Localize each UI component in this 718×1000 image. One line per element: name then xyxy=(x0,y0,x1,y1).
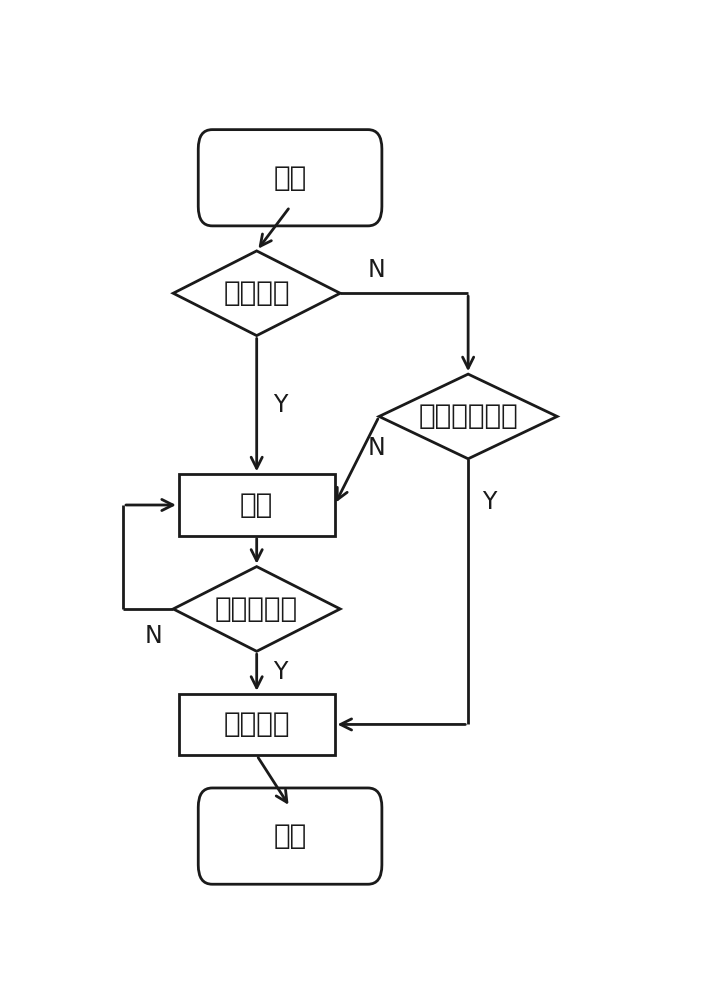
Text: N: N xyxy=(368,436,386,460)
Text: Y: Y xyxy=(274,660,288,684)
Polygon shape xyxy=(173,567,340,651)
Text: Y: Y xyxy=(482,490,496,514)
Text: 是否充满电: 是否充满电 xyxy=(215,595,298,623)
Text: Y: Y xyxy=(274,393,288,417)
FancyBboxPatch shape xyxy=(198,788,382,884)
FancyBboxPatch shape xyxy=(198,130,382,226)
Text: N: N xyxy=(144,624,162,648)
Polygon shape xyxy=(379,374,557,459)
Bar xyxy=(179,694,335,755)
Text: 充电: 充电 xyxy=(240,491,274,519)
Bar xyxy=(179,474,335,536)
Text: N: N xyxy=(368,258,386,282)
Text: 结束: 结束 xyxy=(274,822,307,850)
Polygon shape xyxy=(173,251,340,336)
Text: 停止充电: 停止充电 xyxy=(223,710,290,738)
Text: 检测是否有误: 检测是否有误 xyxy=(419,402,518,430)
Text: 准备就绪: 准备就绪 xyxy=(223,279,290,307)
Text: 开始: 开始 xyxy=(274,164,307,192)
